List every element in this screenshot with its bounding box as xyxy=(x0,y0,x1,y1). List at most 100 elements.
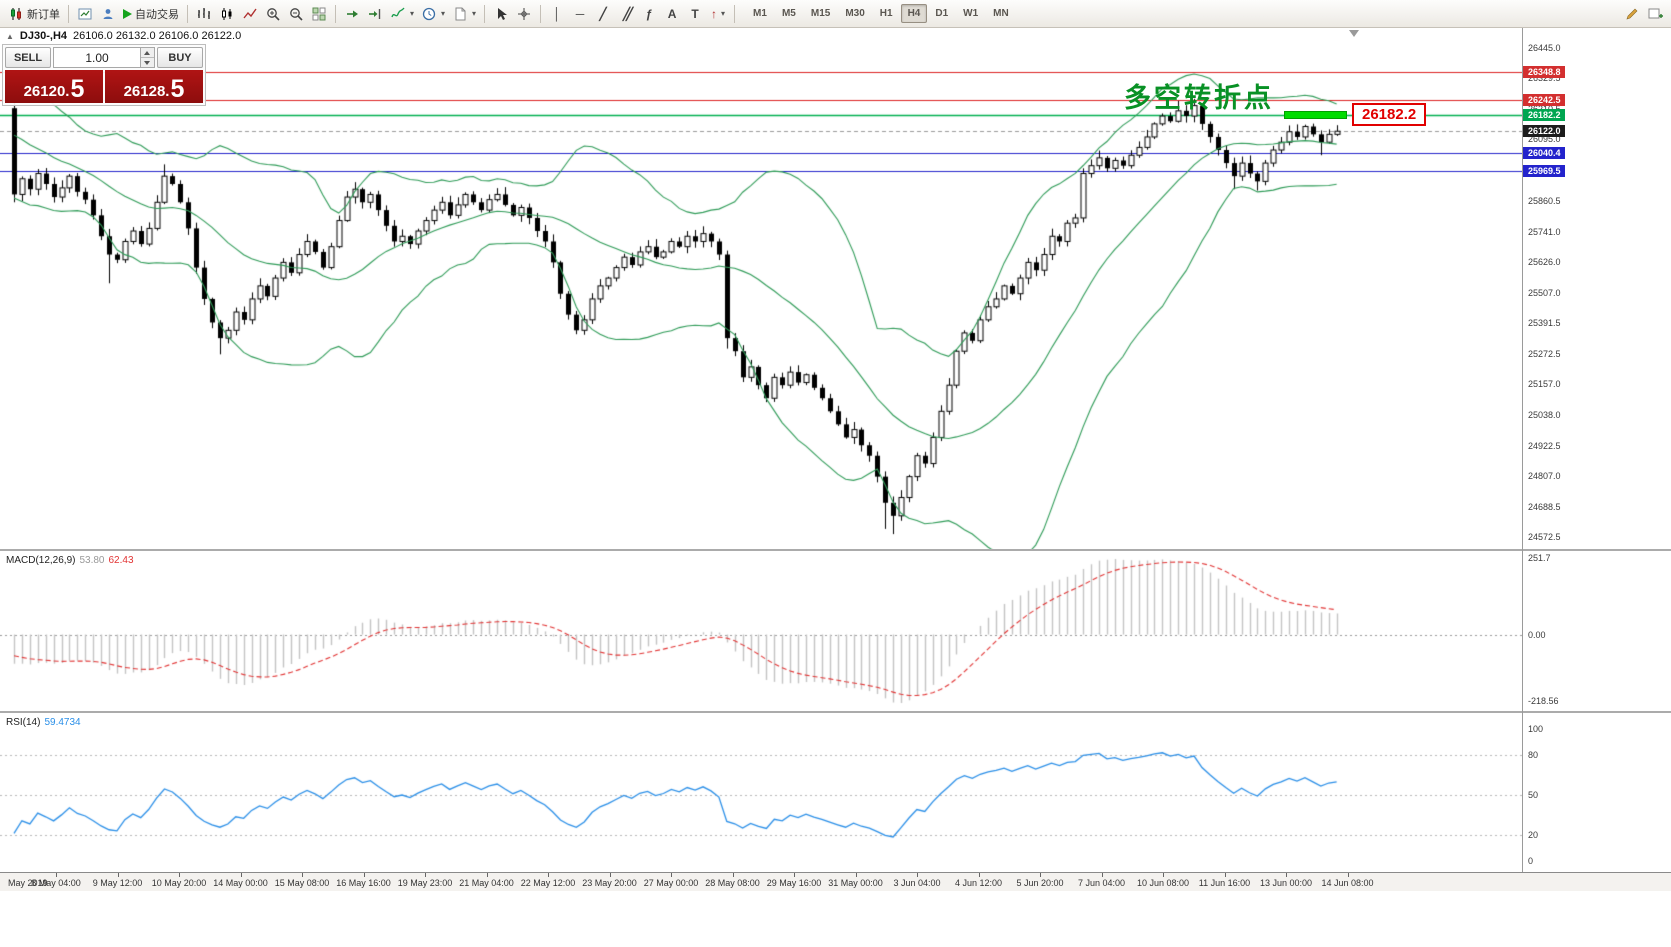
sell-price-pip: 5 xyxy=(70,74,85,103)
trendline-tool-button[interactable]: ╱ xyxy=(592,3,614,25)
periods-button[interactable]: ▾ xyxy=(418,3,448,25)
price-tick-label: 25038.0 xyxy=(1528,410,1561,421)
zoom-out-button[interactable] xyxy=(285,3,307,25)
lot-size-input[interactable] xyxy=(53,47,141,68)
sell-button[interactable]: SELL xyxy=(5,47,51,68)
cursor-icon xyxy=(498,7,508,20)
price-axis[interactable]: 26445.026329.526210.526095.025975.525860… xyxy=(1526,28,1671,891)
price-tick-label: 24807.0 xyxy=(1528,470,1561,481)
price-tag-label[interactable]: 26182.2 xyxy=(1352,103,1427,127)
new-chart-button[interactable] xyxy=(1644,3,1666,25)
timeframe-h1-button[interactable]: H1 xyxy=(879,8,893,19)
rsi-axis-label: 50 xyxy=(1528,790,1539,800)
time-axis[interactable]: May 2019 8 May 04:00 9 May 12:00 10 May 20:… xyxy=(0,872,1671,891)
macd-signal-value: 62.43 xyxy=(108,555,134,566)
macd-axis: 251.7 0.00 -218.56 xyxy=(1526,28,1671,891)
arrow-objects-icon: ↑ xyxy=(711,6,718,21)
templates-button[interactable]: ▾ xyxy=(449,3,479,25)
time-axis-label: 23 May 20:00 xyxy=(582,878,637,888)
auto-scroll-button[interactable] xyxy=(341,3,363,25)
indicators-icon xyxy=(391,7,405,17)
sell-price-display[interactable]: 26120. 5 xyxy=(5,70,103,103)
rsi-canvas[interactable] xyxy=(0,713,1522,872)
label-tool-button[interactable]: T xyxy=(684,3,706,25)
price-tick-label: 25507.0 xyxy=(1528,287,1561,298)
time-tick xyxy=(1286,873,1287,877)
chart-window-button[interactable] xyxy=(74,3,96,25)
timeframe-m30-button[interactable]: M30 xyxy=(845,8,865,19)
new-order-button[interactable]: 新订单 xyxy=(5,3,63,25)
chart-shift-button[interactable] xyxy=(364,3,386,25)
lot-spinner xyxy=(141,47,155,68)
chart-shift-icon xyxy=(369,8,381,19)
buy-price-pip: 5 xyxy=(170,74,185,103)
highlight-rectangle[interactable] xyxy=(1284,111,1347,120)
indicators-button[interactable]: ▾ xyxy=(387,3,417,25)
timeframe-group: M1 M5 M15 M30 H1 H4 D1 W1 MN xyxy=(746,4,1016,23)
price-tick-label: 26445.0 xyxy=(1528,42,1561,53)
time-tick xyxy=(1224,873,1226,877)
fibonacci-tool-button[interactable]: ƒ xyxy=(638,3,660,25)
cursor-tool-button[interactable] xyxy=(490,3,512,25)
lot-decrease-button[interactable] xyxy=(141,58,154,67)
channel-tool-button[interactable]: ╱╱ xyxy=(615,3,637,25)
one-click-trading-panel: SELL BUY 26120.5 26128.5 xyxy=(2,44,206,106)
chart-annotation-text[interactable]: 多空转折点 xyxy=(1124,83,1274,114)
timeframe-h4-button[interactable]: H4 xyxy=(900,4,928,23)
buy-price-display[interactable]: 26128. 5 xyxy=(105,70,203,103)
bar-chart-mode-button[interactable] xyxy=(193,3,215,25)
lot-increase-button[interactable] xyxy=(141,48,154,58)
candlestick-mode-button[interactable] xyxy=(216,3,238,25)
chevron-down-icon: ▾ xyxy=(410,9,415,18)
macd-canvas[interactable] xyxy=(0,551,1522,711)
time-tick xyxy=(978,873,980,877)
arrows-tool-button[interactable]: ↑ ▾ xyxy=(707,3,729,25)
timeframe-d1-button[interactable]: D1 xyxy=(935,8,949,19)
tile-windows-button[interactable] xyxy=(308,3,330,25)
timeframe-m1-button[interactable]: M1 xyxy=(753,8,767,19)
horizontal-line-icon: ─ xyxy=(575,6,585,21)
buy-button[interactable]: BUY xyxy=(157,47,203,68)
timeframe-m15-button[interactable]: M15 xyxy=(810,8,831,19)
vertical-line-tool-button[interactable]: │ xyxy=(546,3,568,25)
play-icon xyxy=(123,8,132,19)
time-axis-label: 21 May 04:00 xyxy=(459,878,514,888)
profiles-button[interactable] xyxy=(97,3,119,25)
chart-window-icon xyxy=(78,8,92,19)
panel-divider[interactable] xyxy=(0,549,1671,551)
chart-shift-marker[interactable] xyxy=(1349,30,1359,37)
symbol-info: ▲ DJ30-,H4 26106.0 26132.0 26106.0 26122… xyxy=(6,30,241,42)
zoom-in-icon xyxy=(267,7,280,21)
time-tick xyxy=(855,873,857,877)
price-tick-label: 25157.0 xyxy=(1528,379,1561,390)
buy-price-main: 26128. xyxy=(123,82,170,100)
timeframe-w1-button[interactable]: W1 xyxy=(963,8,979,19)
auto-trading-button[interactable]: 自动交易 xyxy=(120,3,182,25)
time-axis-label: 3 Jun 04:00 xyxy=(893,878,941,888)
zoom-in-button[interactable] xyxy=(262,3,284,25)
panel-divider[interactable] xyxy=(0,711,1671,713)
line-chart-mode-button[interactable] xyxy=(239,3,261,25)
pencil-button[interactable] xyxy=(1621,3,1643,25)
price-axis-badges: 26348.8 26242.5 26182.2 26122.0 26040.4 25969… xyxy=(1523,28,1671,891)
price-tick-label: 26210.5 xyxy=(1528,104,1561,114)
macd-label: MACD(12,26,9) 53.80 62.43 xyxy=(4,555,136,566)
horizontal-line-tool-button[interactable]: ─ xyxy=(569,3,591,25)
new-chart-icon xyxy=(1648,8,1663,18)
macd-name: MACD(12,26,9) xyxy=(6,555,76,566)
price-tick-label: 24572.5 xyxy=(1528,532,1561,543)
time-tick xyxy=(917,873,918,877)
collapse-panel-icon[interactable]: ▲ xyxy=(6,31,14,41)
time-axis-label: 13 Jun 00:00 xyxy=(1259,878,1313,888)
symbol-name: DJ30-,H4 xyxy=(19,30,67,42)
time-axis-label: 10 May 20:00 xyxy=(151,878,207,888)
timeframe-mn-button[interactable]: MN xyxy=(993,8,1009,19)
crosshair-tool-button[interactable] xyxy=(513,3,535,25)
chart-area[interactable]: ▲ DJ30-,H4 26106.0 26132.0 26106.0 26122… xyxy=(0,28,1671,947)
time-tick xyxy=(548,873,549,877)
price-chart-canvas[interactable] xyxy=(0,28,1522,551)
timeframe-m5-button[interactable]: M5 xyxy=(781,8,796,19)
time-axis-label: 11 Jun 16:00 xyxy=(1198,878,1251,888)
text-tool-button[interactable]: A xyxy=(661,3,683,25)
profiles-icon xyxy=(103,8,113,19)
